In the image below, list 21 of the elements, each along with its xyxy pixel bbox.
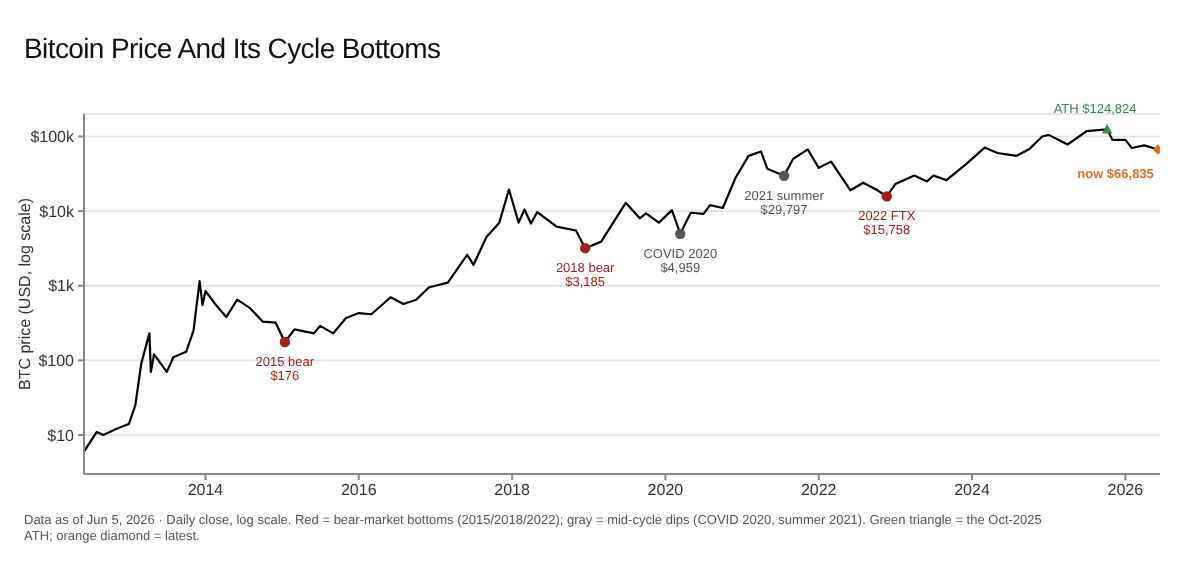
y-tick-label: $10 — [47, 426, 76, 445]
y-tick-label: $10k — [39, 202, 76, 221]
y-tick-label: $100k — [30, 128, 76, 147]
point — [1101, 124, 1113, 134]
x-tick-label: 2026 — [1107, 481, 1145, 500]
point — [675, 228, 686, 240]
x-tick-label: 2014 — [187, 481, 225, 500]
y-tick-label: $1k — [48, 277, 76, 296]
x-tick-label: 2022 — [800, 481, 838, 500]
x-tick-label: 2020 — [647, 481, 685, 500]
y-tick-label: $100 — [38, 352, 76, 371]
x-tick-label: 2024 — [954, 481, 991, 500]
point — [579, 242, 591, 254]
point — [881, 191, 892, 202]
point — [778, 170, 790, 181]
chart-title: Bitcoin Price And Its Cycle Bottoms — [24, 32, 441, 64]
y-axis-title: BTC price (USD, log scale) — [15, 197, 34, 391]
point — [279, 336, 291, 348]
x-tick-label: 2018 — [494, 481, 531, 500]
point — [1152, 144, 1160, 155]
x-tick-label: 2016 — [340, 481, 378, 500]
